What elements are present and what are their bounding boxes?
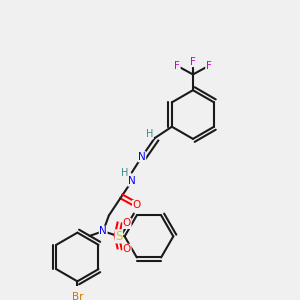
Text: O: O: [123, 218, 131, 229]
Text: N: N: [128, 176, 136, 186]
Text: F: F: [206, 61, 211, 71]
Text: S: S: [115, 230, 123, 243]
Text: Br: Br: [72, 292, 83, 300]
Text: H: H: [121, 167, 128, 178]
Text: O: O: [133, 200, 141, 210]
Text: O: O: [123, 244, 131, 254]
Text: F: F: [174, 61, 180, 71]
Text: N: N: [99, 226, 107, 236]
Text: F: F: [190, 57, 196, 67]
Text: N: N: [138, 152, 146, 162]
Text: H: H: [146, 129, 153, 139]
